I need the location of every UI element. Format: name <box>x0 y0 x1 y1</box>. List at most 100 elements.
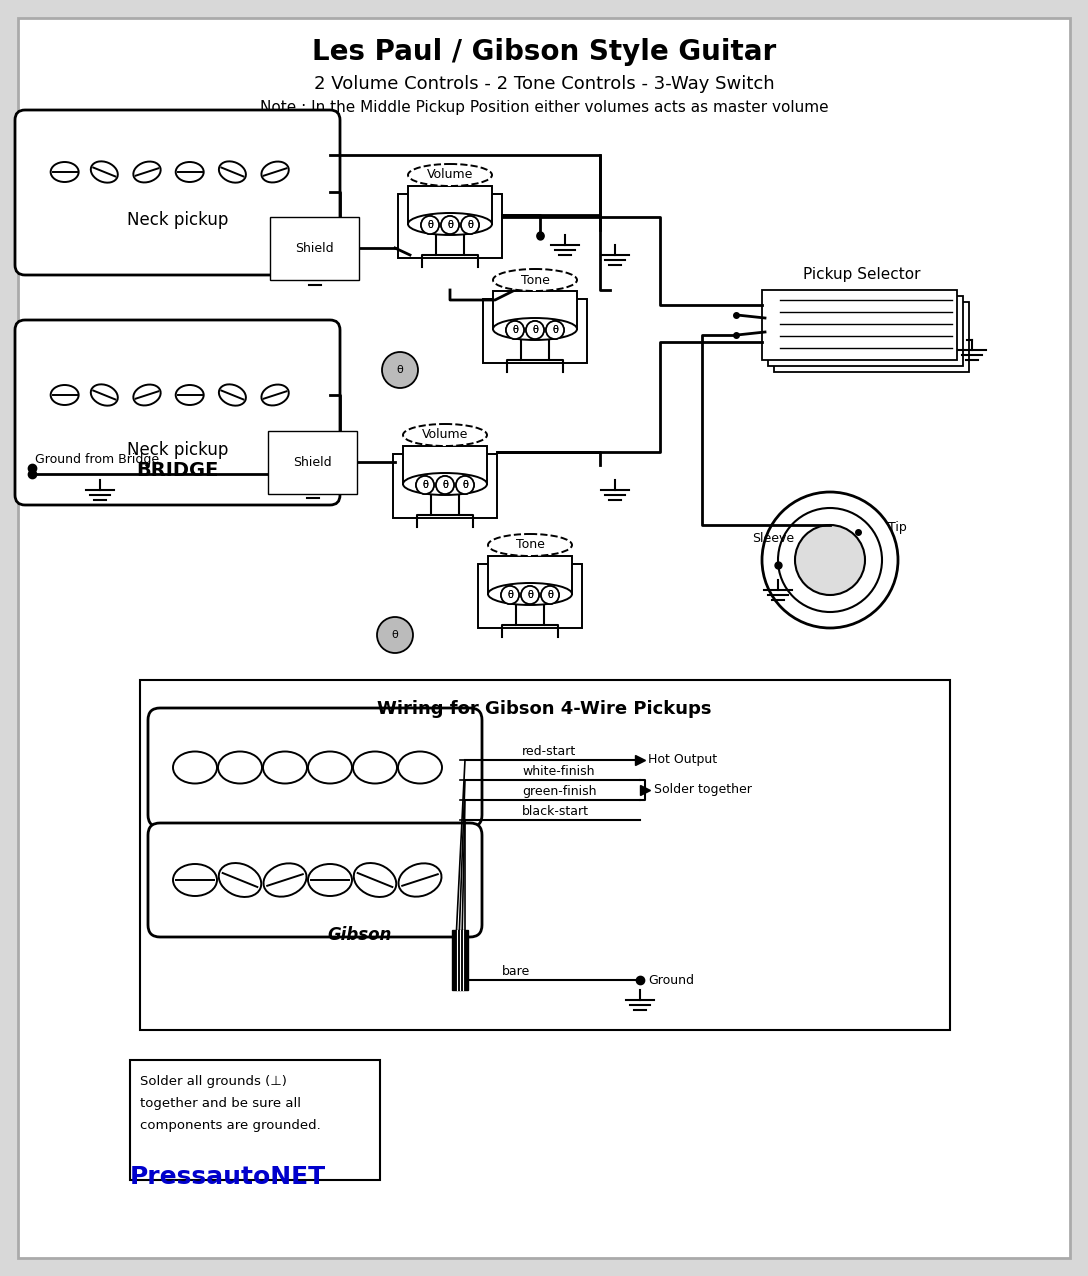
Circle shape <box>378 618 413 653</box>
Text: θ: θ <box>442 480 448 490</box>
Text: θ: θ <box>397 365 404 375</box>
FancyBboxPatch shape <box>129 1060 380 1180</box>
Circle shape <box>456 476 474 494</box>
FancyBboxPatch shape <box>408 186 492 225</box>
Text: θ: θ <box>552 325 558 336</box>
FancyBboxPatch shape <box>148 708 482 827</box>
Text: white-finish: white-finish <box>522 766 594 778</box>
Text: black-start: black-start <box>522 805 589 818</box>
Text: θ: θ <box>462 480 468 490</box>
Text: green-finish: green-finish <box>522 785 596 798</box>
Text: Neck pickup: Neck pickup <box>127 441 228 459</box>
FancyBboxPatch shape <box>148 823 482 937</box>
Text: θ: θ <box>442 480 448 490</box>
Ellipse shape <box>489 583 572 605</box>
Text: Volume: Volume <box>422 429 468 441</box>
Circle shape <box>421 216 438 234</box>
Circle shape <box>526 322 544 339</box>
Text: Tone: Tone <box>516 538 544 551</box>
Text: bare: bare <box>502 965 530 977</box>
FancyBboxPatch shape <box>393 454 497 518</box>
Text: Shield: Shield <box>295 241 334 254</box>
Ellipse shape <box>408 165 492 186</box>
Circle shape <box>795 524 865 595</box>
FancyBboxPatch shape <box>15 320 339 505</box>
FancyBboxPatch shape <box>762 290 957 360</box>
Text: θ: θ <box>527 590 533 600</box>
Circle shape <box>456 476 474 494</box>
Circle shape <box>506 322 524 339</box>
Text: θ: θ <box>512 325 518 336</box>
Text: Sleeve: Sleeve <box>752 532 794 545</box>
Text: θ: θ <box>547 590 553 600</box>
Text: PressautoNET: PressautoNET <box>129 1165 326 1189</box>
FancyBboxPatch shape <box>140 680 950 1030</box>
Circle shape <box>382 352 418 388</box>
Ellipse shape <box>493 269 577 291</box>
Text: θ: θ <box>532 325 537 336</box>
Text: θ: θ <box>552 325 558 336</box>
Ellipse shape <box>408 213 492 235</box>
Text: θ: θ <box>507 590 512 600</box>
Circle shape <box>526 322 544 339</box>
Circle shape <box>546 322 564 339</box>
Circle shape <box>500 586 519 604</box>
Circle shape <box>546 322 564 339</box>
Text: Note : In the Middle Pickup Position either volumes acts as master volume: Note : In the Middle Pickup Position eit… <box>260 100 828 115</box>
Text: θ: θ <box>467 219 473 230</box>
Text: Wiring for Gibson 4-Wire Pickups: Wiring for Gibson 4-Wire Pickups <box>376 701 712 718</box>
Text: θ: θ <box>392 630 398 641</box>
Circle shape <box>521 586 539 604</box>
Circle shape <box>461 216 479 234</box>
Text: Gibson: Gibson <box>327 926 392 944</box>
Text: together and be sure all: together and be sure all <box>140 1097 301 1110</box>
Text: θ: θ <box>447 219 453 230</box>
Circle shape <box>541 586 559 604</box>
Circle shape <box>500 586 519 604</box>
FancyBboxPatch shape <box>478 564 582 628</box>
Text: Tone: Tone <box>520 273 549 287</box>
Text: Solder all grounds (⊥): Solder all grounds (⊥) <box>140 1074 287 1088</box>
Text: θ: θ <box>428 219 433 230</box>
Text: Ground: Ground <box>648 974 694 986</box>
Text: Tip: Tip <box>888 521 906 533</box>
Text: θ: θ <box>512 325 518 336</box>
Circle shape <box>541 586 559 604</box>
Text: θ: θ <box>428 219 433 230</box>
Text: θ: θ <box>467 219 473 230</box>
Text: θ: θ <box>547 590 553 600</box>
Text: 2 Volume Controls - 2 Tone Controls - 3-Way Switch: 2 Volume Controls - 2 Tone Controls - 3-… <box>313 75 775 93</box>
Text: Pickup Selector: Pickup Selector <box>803 268 920 282</box>
Circle shape <box>436 476 454 494</box>
Circle shape <box>506 322 524 339</box>
Circle shape <box>416 476 434 494</box>
Text: θ: θ <box>527 590 533 600</box>
Circle shape <box>416 476 434 494</box>
Text: Shield: Shield <box>293 456 332 468</box>
Circle shape <box>421 216 438 234</box>
Text: Solder together: Solder together <box>654 783 752 796</box>
FancyBboxPatch shape <box>452 930 468 990</box>
Ellipse shape <box>403 473 487 495</box>
Text: components are grounded.: components are grounded. <box>140 1119 321 1132</box>
Ellipse shape <box>403 424 487 447</box>
FancyBboxPatch shape <box>403 447 487 484</box>
Text: BRIDGE: BRIDGE <box>136 461 219 480</box>
Text: θ: θ <box>422 480 428 490</box>
FancyBboxPatch shape <box>15 110 339 276</box>
Text: θ: θ <box>462 480 468 490</box>
FancyBboxPatch shape <box>768 296 963 366</box>
Text: θ: θ <box>532 325 537 336</box>
Text: θ: θ <box>507 590 512 600</box>
Text: Volume: Volume <box>426 168 473 181</box>
Text: Ground from Bridge: Ground from Bridge <box>35 453 159 467</box>
Circle shape <box>521 586 539 604</box>
Circle shape <box>441 216 459 234</box>
Circle shape <box>436 476 454 494</box>
Ellipse shape <box>489 533 572 556</box>
FancyBboxPatch shape <box>18 18 1070 1258</box>
FancyBboxPatch shape <box>493 291 577 329</box>
Text: Les Paul / Gibson Style Guitar: Les Paul / Gibson Style Guitar <box>312 38 776 66</box>
Ellipse shape <box>493 318 577 339</box>
FancyBboxPatch shape <box>489 556 572 595</box>
